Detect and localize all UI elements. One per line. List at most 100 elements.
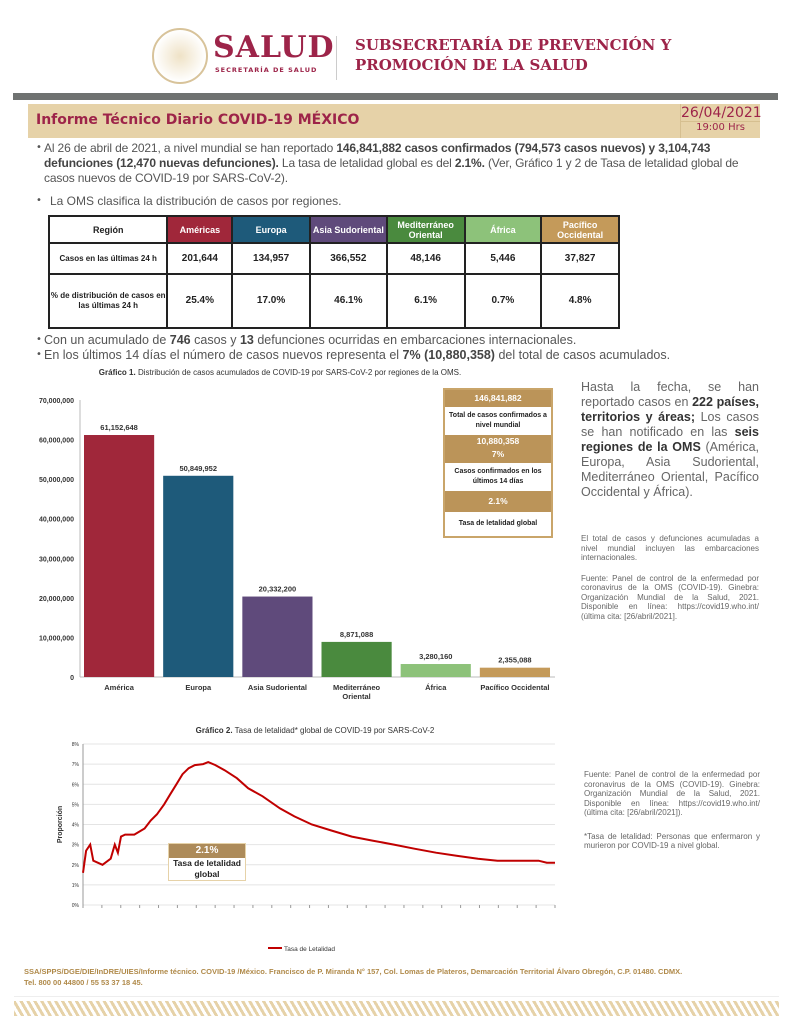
chart2-subtitle: Tasa de letalidad* global de COVID-19 po… [234,726,435,735]
y-tick-label: 0% [72,903,80,909]
sidebar-summary: Hasta la fecha, se han reportado casos e… [581,380,759,500]
text: del total de casos acumulados. [494,348,671,362]
row-label: Casos en las últimas 24 h [47,242,169,275]
text: Hasta la fecha, se han reportado casos e… [581,380,759,409]
y-tick-label: 70,000,000 [39,398,74,405]
regions-table: Región Américas Europa Asia Sudoriental Medi… [47,215,620,329]
chart1-title-label: Gráfico 1. [98,368,136,377]
table-header-cell: Asia Sudoriental [308,215,388,244]
bar-asia-sudoriental [242,596,313,677]
table-cell: 17.0% [231,273,311,329]
date-box: 26/04/2021 19:00 Hrs [680,104,762,138]
subsecretaria-title: SUBSECRETARÍA DE PREVENCIÓN Y PROMOCIÓN D… [355,35,671,75]
x-category-label: Oriental [342,692,370,701]
table-cell: 134,957 [231,242,311,275]
total-cases-value: 146,841,882 [445,390,551,407]
y-tick-label: 7% [72,762,80,768]
bar-value-label: 2,355,088 [498,656,531,665]
footer-divider [14,996,779,997]
text: La tasa de letalidad global es del [278,156,455,170]
decorative-pattern-band [14,1001,779,1016]
table-header-row: Región Américas Europa Asia Sudoriental Medi… [47,215,620,244]
bar-mediterráneo-oriental [321,641,392,677]
y-axis-label: Proporción [57,806,64,843]
bullet-last14: En los últimos 14 días el número de caso… [44,348,765,363]
legend-label: Tasa de Letalidad [284,946,335,953]
text-bold: seis regiones de la OMS [581,425,759,454]
bullet-row: • La OMS clasifica la distribución de ca… [30,194,765,209]
salud-logo-subtext: SECRETARÍA DE SALUD [215,66,318,74]
sidebar-column-2: Fuente: Panel de control de la enfermeda… [584,770,760,851]
bar-value-label: 20,332,200 [259,585,297,594]
subsecretaria-line1: SUBSECRETARÍA DE PREVENCIÓN Y [355,36,672,54]
chart2-line-chart: 0% 1% 2% 3% 4% 5% 6% 7% 8% Proporción Tasa de Leta… [57,742,556,953]
footer-line2: Tel. 800 00 44800 / 55 53 37 18 45. [24,978,143,987]
report-time: 19:00 Hrs [681,121,760,133]
y-tick-label: 10,000,000 [39,635,74,642]
total-cases-label: Total de casos confirmados a nivel mundi… [445,407,551,435]
source-note-2: Fuente: Panel de control de la enfermeda… [584,770,760,817]
text-bold: 7% (10,880,358) [402,348,495,362]
y-tick-label: 40,000,000 [39,517,74,524]
x-category-label: Asia Sudoriental [248,683,307,692]
last14-value: 10,880,358 [445,435,551,448]
rate-value: 2.1% [445,491,551,512]
table-cell: 4.8% [540,273,620,329]
text-bold: 13 [239,333,254,347]
table-row: Casos en las últimas 24 h 201,644 134,957 3… [47,242,620,275]
bar-value-label: 8,871,088 [340,630,373,639]
y-tick-label: 30,000,000 [39,556,74,563]
table-header-cell: Américas [166,215,234,244]
report-title: Informe Técnico Diario COVID-19 MÉXICO [36,112,360,128]
y-tick-label: 20,000,000 [39,596,74,603]
x-category-label: Europa [185,683,212,692]
text: casos y [190,333,240,347]
table-cell: 5,446 [463,242,543,275]
y-tick-label: 8% [72,742,80,748]
text-bold: 146,841,882 casos confirmados (794,573 c… [44,141,711,170]
last14-percent: 7% [445,448,551,463]
bullet-icon: • [36,142,42,153]
table-header-cell: Mediterráneo Oriental [385,215,466,244]
source-note-1: Fuente: Panel de control de la enfermeda… [581,573,759,621]
rate-box-value: 2.1% [169,844,245,858]
bar-value-label: 3,280,160 [419,652,452,661]
bullet-oms-regions: La OMS clasifica la distribución de caso… [50,194,342,208]
y-tick-label: 2% [72,863,80,869]
chart1-title: Gráfico 1. Distribución de casos acumula… [90,368,470,377]
series-line-tasa-de-letalidad [82,761,555,873]
bar-value-label: 61,152,648 [100,423,138,432]
rate-label: Tasa de letalidad global [445,512,551,536]
table-cell: 37,827 [540,242,620,275]
header-bar [13,93,778,100]
title-band [28,104,760,138]
y-tick-label: 0 [70,675,74,682]
x-category-label: América [104,683,134,692]
chart1-bar-chart: 0 10,000,000 20,000,000 30,000,000 40,000,00… [39,398,555,701]
text-bold: 222 países, territorios y áreas; [581,395,759,424]
bullet-row: • En los últimos 14 días el número de ca… [30,348,765,363]
bullet-icon: • [36,334,42,345]
text: Con un acumulado de [44,333,170,347]
chart2-title-label: Gráfico 2. [195,726,233,735]
text: En los últimos 14 días el número de caso… [44,348,403,362]
header-divider [336,36,337,80]
bar-pacífico-occidental [479,667,550,677]
report-date: 26/04/2021 [681,105,762,121]
summary-section: • Al 26 de abril de 2021, a nivel mundia… [30,141,765,363]
chart1-subtitle: Distribución de casos acumulados de COVI… [137,368,462,377]
table-cell: 46.1% [308,273,388,329]
y-tick-label: 4% [72,823,80,829]
summary-infobox: 146,841,882 Total de casos confirmados a… [443,388,553,538]
table-header-cell: Región [47,215,169,244]
bar-value-label: 50,849,952 [179,464,217,473]
table-header-cell: Europa [231,215,311,244]
y-tick-label: 50,000,000 [39,477,74,484]
bullet-row: • Con un acumulado de 746 casos y 13 def… [30,333,765,348]
chart2-title: Gráfico 2. Tasa de letalidad* global de … [90,726,540,735]
bar-américa [84,435,155,677]
bullet-icon: • [36,349,42,360]
row-label: % de distribución de casos en las última… [47,273,169,329]
text-bold: 2.1%. [454,156,485,170]
table-cell: 366,552 [308,242,388,275]
